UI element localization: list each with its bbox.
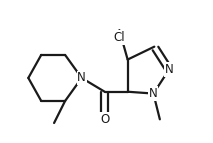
Text: N: N	[149, 87, 158, 100]
Text: Cl: Cl	[114, 31, 125, 44]
Text: O: O	[100, 113, 109, 126]
Text: N: N	[77, 72, 86, 84]
Text: N: N	[165, 63, 173, 76]
